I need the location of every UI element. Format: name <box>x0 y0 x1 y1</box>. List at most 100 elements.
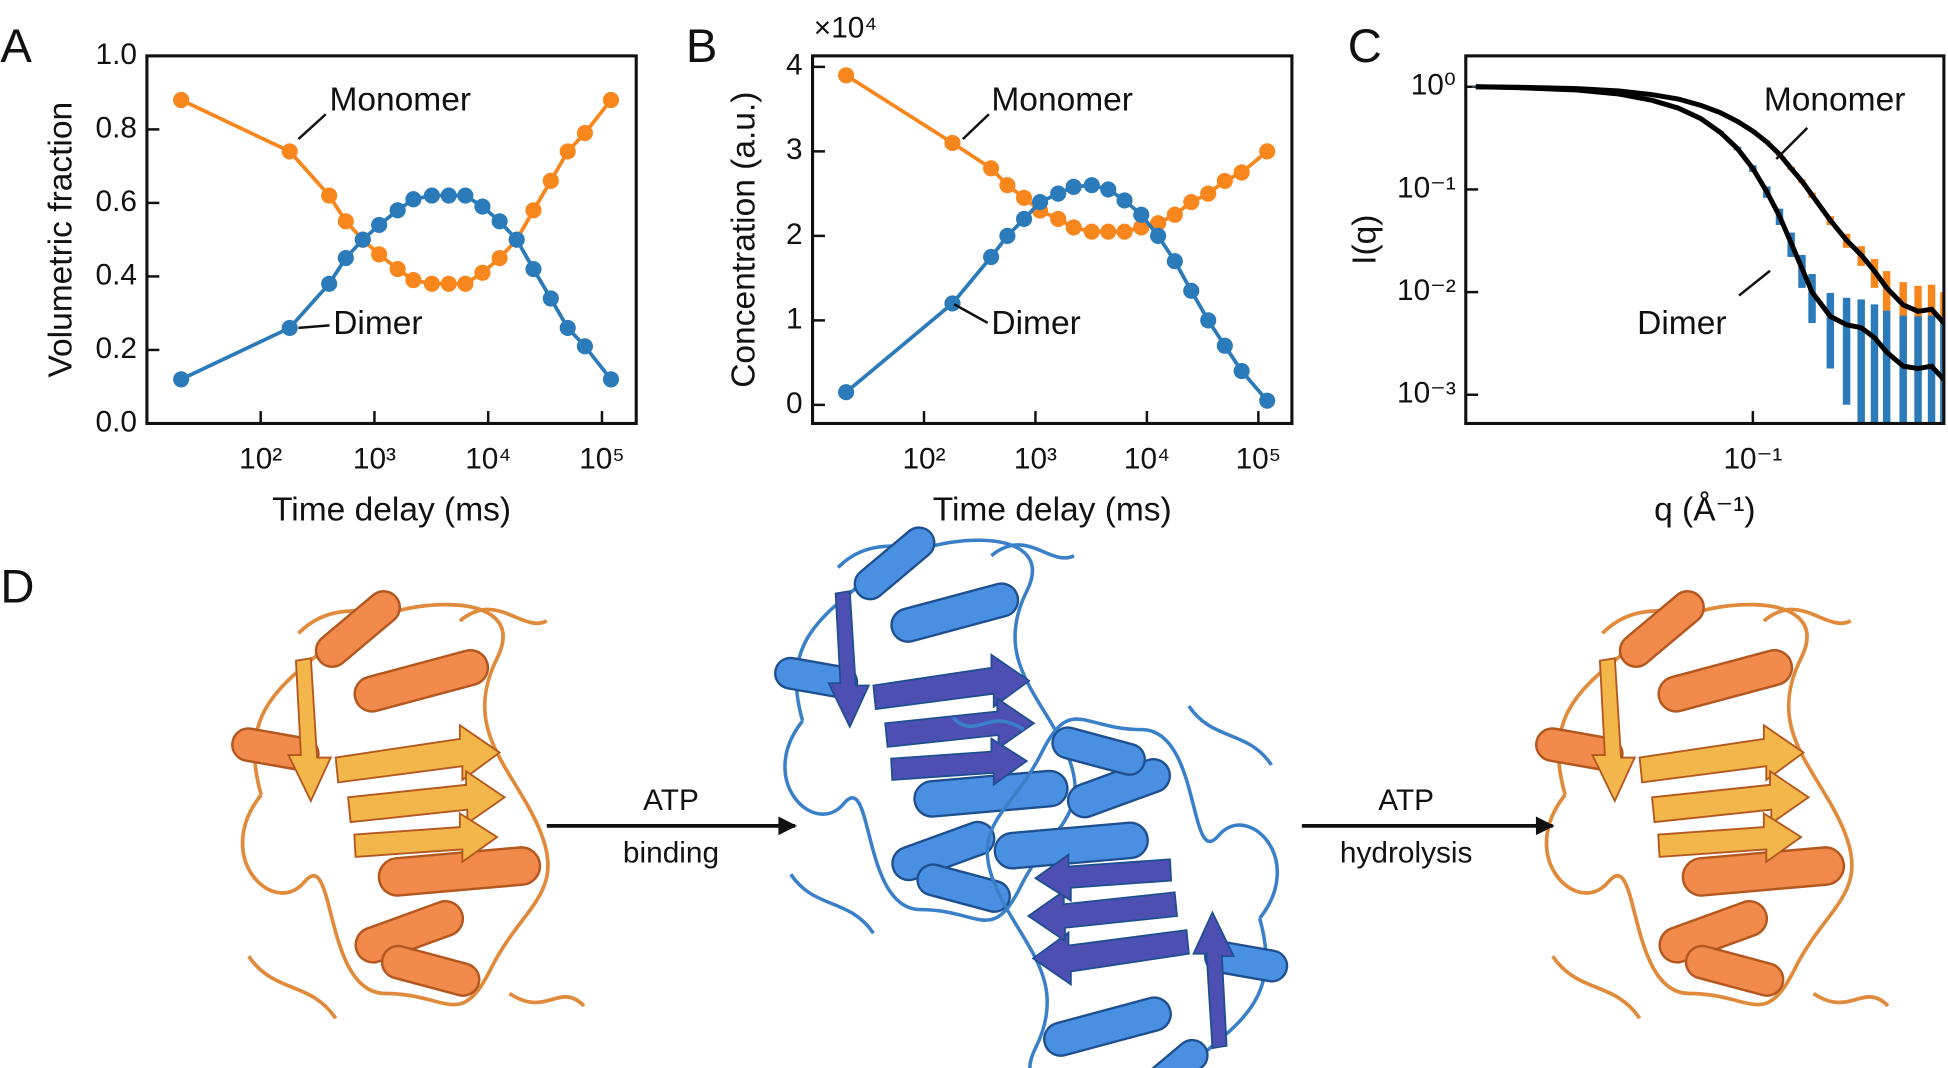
data-point <box>321 275 338 292</box>
y-tick-label: 10⁻¹ <box>1397 171 1456 204</box>
series-annotation: Monomer <box>991 82 1133 119</box>
series-line <box>180 193 613 382</box>
data-point <box>1216 337 1233 354</box>
y-axis-label: I(q) <box>1346 215 1383 265</box>
y-tick-label: 0.0 <box>96 405 137 438</box>
series-annotation: Monomer <box>329 82 471 119</box>
chart: A Time delay (ms) Volumetric fraction 10² 10… <box>0 20 638 529</box>
data-point <box>423 187 440 204</box>
data-point <box>321 187 338 204</box>
data-point <box>576 338 593 355</box>
data-point <box>508 231 525 248</box>
data-point <box>525 202 542 219</box>
chart: B Time delay (ms) Concentration (a.u.) ×10⁴… <box>686 12 1294 529</box>
data-point <box>1133 206 1150 223</box>
data-point <box>1200 312 1217 329</box>
plot-area <box>838 67 1276 409</box>
data-point <box>1166 206 1183 223</box>
data-point <box>491 249 508 267</box>
data-point <box>1032 194 1049 211</box>
data-point <box>457 187 474 204</box>
data-point <box>474 264 491 281</box>
annotation-leader <box>961 113 990 140</box>
x-axis-label: Time delay (ms) <box>272 492 511 529</box>
data-point <box>440 187 457 204</box>
series-line <box>1475 84 1944 382</box>
annotation-leader <box>297 113 327 141</box>
series-line <box>1475 84 1944 325</box>
data-point <box>474 198 491 215</box>
data-point <box>1116 192 1133 209</box>
y-tick-label: 1 <box>786 302 803 335</box>
series-annotation: Dimer <box>991 305 1080 342</box>
y-tick-label: 2 <box>786 218 803 251</box>
y-tick-label: 0.4 <box>96 258 137 291</box>
data-point <box>389 202 406 219</box>
data-point <box>838 67 855 84</box>
y-axis-label: Concentration (a.u.) <box>725 92 762 388</box>
series-annotation: Monomer <box>1764 82 1906 119</box>
axes-frame <box>811 54 1294 426</box>
monomer-structure <box>1533 584 1889 1019</box>
x-tick-label: 10⁻¹ <box>1723 443 1782 476</box>
data-point <box>576 125 593 142</box>
y-tick-label: 1.0 <box>96 38 137 71</box>
data-point <box>525 261 542 278</box>
arrow-label: hydrolysis <box>1340 836 1472 869</box>
panel-label: C <box>1348 20 1382 73</box>
data-point <box>944 295 961 312</box>
data-point <box>1083 223 1100 240</box>
data-point <box>405 272 422 289</box>
data-point <box>1133 219 1150 236</box>
data-point <box>559 143 576 160</box>
dimer-structure <box>772 521 1290 1068</box>
y-tick-label: 0 <box>786 387 803 420</box>
data-point <box>1150 215 1167 232</box>
data-point <box>1083 177 1100 194</box>
data-point <box>559 319 576 336</box>
data-point <box>838 384 855 401</box>
data-point <box>371 246 388 263</box>
monomer-ribbon <box>1533 584 1889 1019</box>
data-point <box>1183 282 1200 299</box>
panel-label: B <box>686 20 717 73</box>
x-tick-label: 10⁵ <box>1236 443 1282 476</box>
data-point <box>1233 164 1250 181</box>
axis-multiplier: ×10⁴ <box>814 12 877 45</box>
panel-label: A <box>0 20 32 73</box>
monomer-structure <box>229 584 585 1019</box>
data-point <box>1065 178 1082 195</box>
data-point <box>173 371 190 388</box>
y-tick-label: 4 <box>786 49 803 82</box>
data-point <box>1015 189 1033 206</box>
series-line <box>180 98 613 286</box>
annotation-leader <box>953 303 989 324</box>
data-point <box>423 275 440 292</box>
x-tick-label: 10³ <box>1014 443 1057 476</box>
plot-area <box>173 91 620 388</box>
data-point <box>1200 185 1217 202</box>
data-point <box>389 261 406 278</box>
data-point <box>602 91 620 109</box>
data-point <box>999 177 1016 194</box>
data-point <box>1166 253 1183 270</box>
data-point <box>405 191 422 208</box>
data-point <box>999 227 1016 244</box>
data-point <box>1259 143 1276 160</box>
data-point <box>1050 185 1067 202</box>
y-tick-label: 0.6 <box>96 185 137 218</box>
arrow-label: binding <box>623 836 719 869</box>
x-tick-label: 10⁴ <box>465 443 511 476</box>
data-point <box>337 249 354 267</box>
data-point <box>542 172 559 189</box>
data-point <box>1100 181 1117 198</box>
x-tick-label: 10³ <box>353 443 396 476</box>
data-point <box>1233 363 1250 380</box>
data-point <box>440 275 457 292</box>
y-tick-label: 10⁻³ <box>1397 377 1456 410</box>
data-point <box>1259 392 1276 409</box>
x-tick-label: 10⁵ <box>579 443 625 476</box>
data-point <box>457 275 474 292</box>
data-point <box>173 91 190 109</box>
